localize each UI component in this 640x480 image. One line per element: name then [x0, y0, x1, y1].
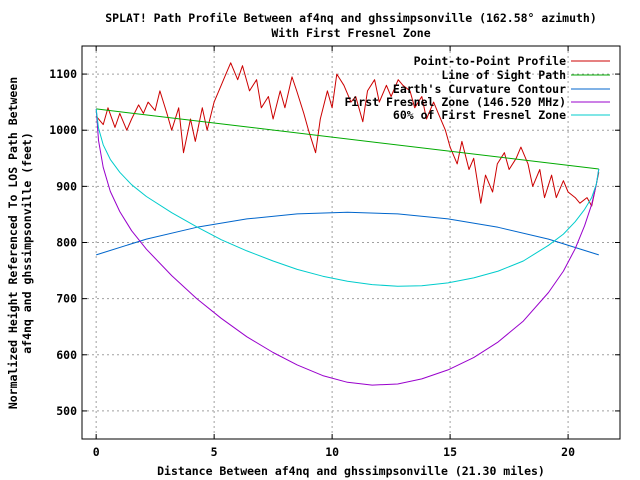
profile-line [95, 62, 600, 207]
legend-label-curvature: Earth's Curvature Contour [393, 82, 566, 96]
earth-curvature-line [96, 211, 599, 256]
y-axis-label-line1: Normalized Height Referenced To LOS Path… [6, 77, 20, 409]
y-tick-label: 700 [56, 292, 77, 306]
legend-label-profile: Point-to-Point Profile [414, 54, 566, 68]
y-tick-label: 900 [56, 179, 77, 193]
y-axis-label-line2: af4nq and ghssimpsonville (feet) [20, 132, 34, 354]
legend-label-fresnel-60: 60% of First Fresnel Zone [393, 108, 566, 122]
y-tick-label: 1000 [49, 123, 77, 137]
x-tick-label: 10 [325, 445, 339, 459]
series-group [95, 62, 600, 386]
y-tick-label: 600 [56, 348, 77, 362]
legend-label-los: Line of Sight Path [441, 68, 566, 82]
legend-label-fresnel: First Fresnel Zone (146.520 MHz) [344, 95, 566, 109]
x-tick-label: 15 [443, 445, 457, 459]
chart-title-line2: With First Fresnel Zone [271, 26, 430, 40]
y-tick-label: 1100 [49, 67, 77, 81]
x-tick-label: 20 [561, 445, 575, 459]
x-tick-label: 0 [93, 445, 100, 459]
fresnel-60-line [95, 108, 600, 287]
y-tick-label: 800 [56, 236, 77, 250]
y-tick-label: 500 [56, 404, 77, 418]
x-axis-label: Distance Between af4nq and ghssimpsonvil… [157, 464, 545, 478]
los-line [96, 108, 599, 170]
fresnel-zone-line [95, 108, 600, 386]
x-tick-label: 5 [211, 445, 218, 459]
ticks: 0 5 10 15 20 500 600 700 800 900 1000 1100 [49, 46, 620, 459]
legend: Point-to-Point Profile Line of Sight Pat… [344, 54, 610, 122]
chart-title-line1: SPLAT! Path Profile Between af4nq and gh… [105, 11, 597, 25]
